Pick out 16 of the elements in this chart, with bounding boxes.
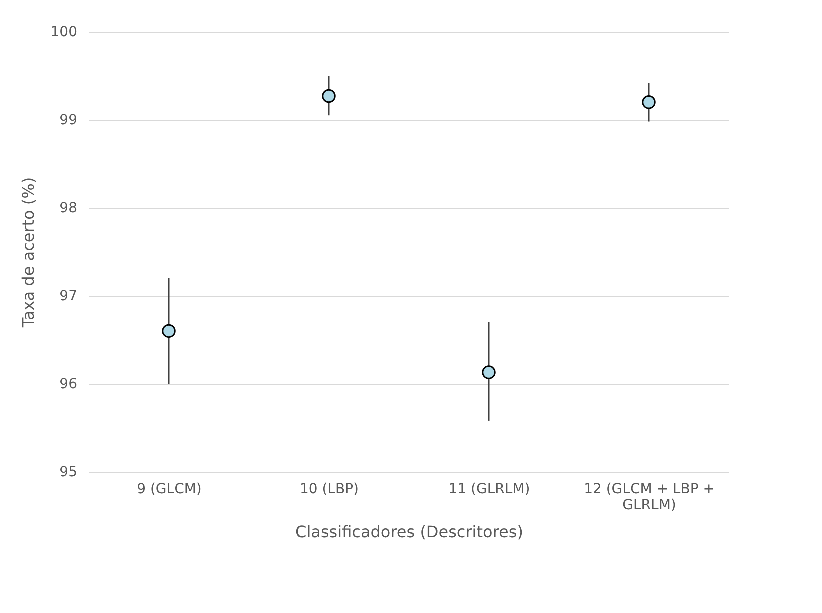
y-tick-label: 99 xyxy=(60,112,78,128)
x-axis-title: Classificadores (Descritores) xyxy=(296,522,524,542)
point xyxy=(642,96,656,110)
x-tick-label: 12 (GLCM + LBP + GLRLM) xyxy=(584,482,715,514)
y-tick-label: 98 xyxy=(60,200,78,216)
y-tick-label: 95 xyxy=(60,464,78,480)
y-tick-label: 97 xyxy=(60,288,78,304)
x-tick-label: 9 (GLCM) xyxy=(137,482,202,498)
x-tick-label: 11 (GLRLM) xyxy=(448,482,530,498)
point xyxy=(482,366,496,380)
y-tick-label: 96 xyxy=(60,376,78,392)
x-tick-label: 10 (LBP) xyxy=(300,482,360,498)
y-axis-title: Taxa de acerto (%) xyxy=(18,177,38,329)
point xyxy=(322,89,336,104)
point xyxy=(162,324,176,338)
y-tick-label: 100 xyxy=(50,24,78,40)
